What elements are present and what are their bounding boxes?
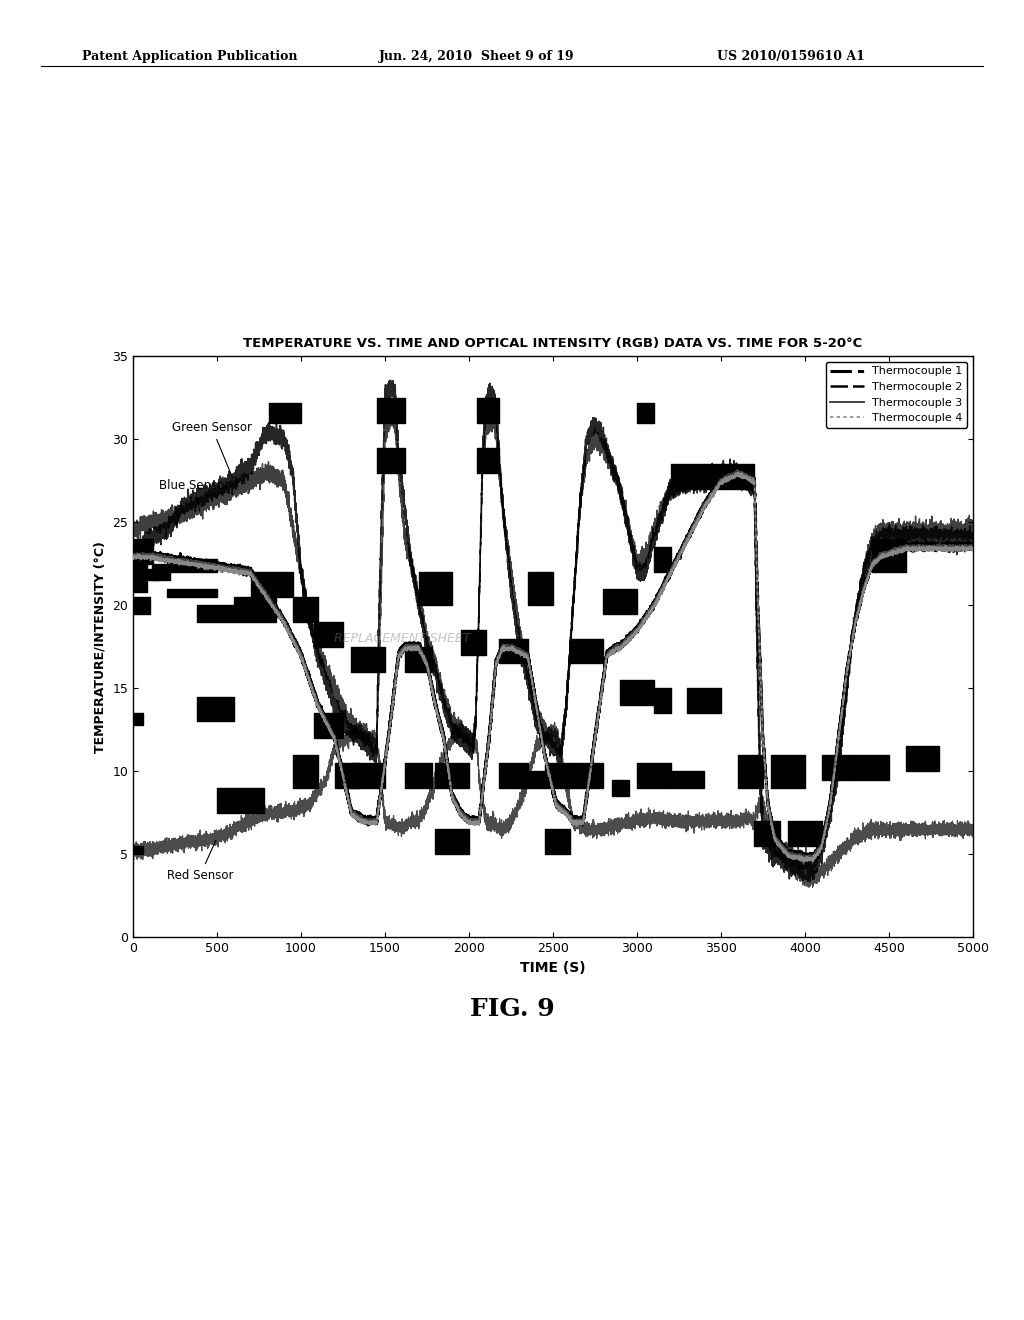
Y-axis label: TEMPERATURE/INTENSITY (°C): TEMPERATURE/INTENSITY (°C) xyxy=(94,541,106,752)
Text: Jun. 24, 2010  Sheet 9 of 19: Jun. 24, 2010 Sheet 9 of 19 xyxy=(379,50,574,63)
Legend: Thermocouple 1, Thermocouple 2, Thermocouple 3, Thermocouple 4: Thermocouple 1, Thermocouple 2, Thermoco… xyxy=(825,362,968,428)
Text: FIG. 9: FIG. 9 xyxy=(470,998,554,1022)
Text: US 2010/0159610 A1: US 2010/0159610 A1 xyxy=(717,50,864,63)
Text: Red Sensor: Red Sensor xyxy=(167,840,233,882)
X-axis label: TIME (S): TIME (S) xyxy=(520,961,586,974)
Text: REPLACEMENT SHEET: REPLACEMENT SHEET xyxy=(334,632,470,645)
Text: Patent Application Publication: Patent Application Publication xyxy=(82,50,297,63)
Text: Blue Sensor: Blue Sensor xyxy=(159,479,229,511)
Title: TEMPERATURE VS. TIME AND OPTICAL INTENSITY (RGB) DATA VS. TIME FOR 5-20°C: TEMPERATURE VS. TIME AND OPTICAL INTENSI… xyxy=(244,337,862,350)
Text: Green Sensor: Green Sensor xyxy=(172,421,252,478)
